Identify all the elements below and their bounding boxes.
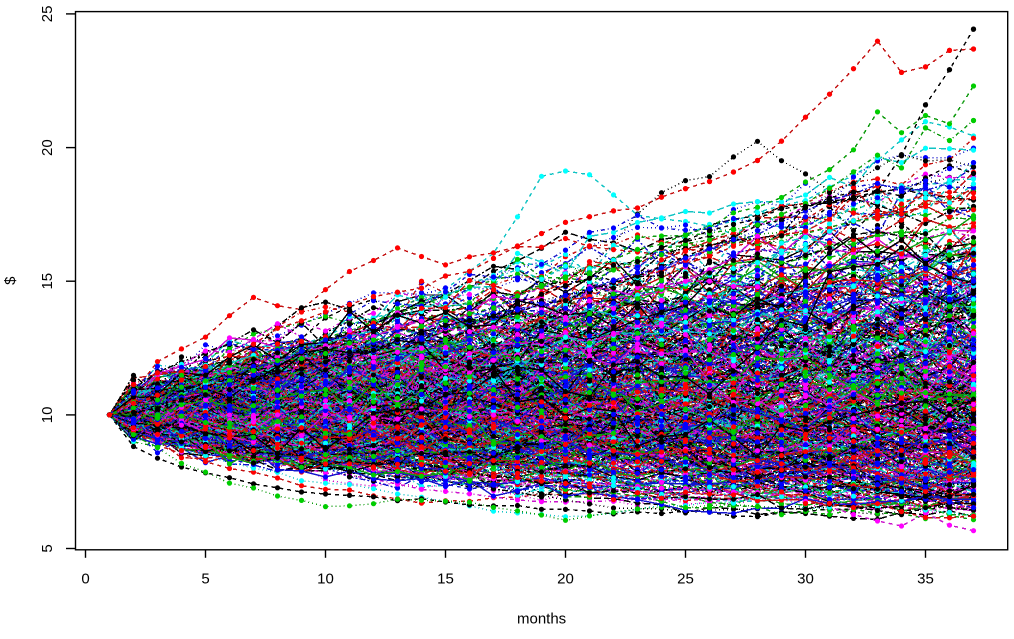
svg-text:months: months [517, 611, 566, 628]
svg-text:15: 15 [437, 571, 454, 588]
svg-text:0: 0 [81, 571, 89, 588]
svg-text:10: 10 [39, 407, 56, 424]
svg-text:$: $ [2, 276, 19, 285]
svg-text:35: 35 [917, 571, 934, 588]
svg-text:30: 30 [797, 571, 814, 588]
svg-text:20: 20 [557, 571, 574, 588]
svg-text:5: 5 [39, 544, 56, 552]
svg-text:20: 20 [39, 139, 56, 156]
svg-text:15: 15 [39, 273, 56, 290]
svg-text:25: 25 [677, 571, 694, 588]
svg-text:25: 25 [39, 6, 56, 23]
svg-text:10: 10 [317, 571, 334, 588]
svg-text:5: 5 [201, 571, 209, 588]
